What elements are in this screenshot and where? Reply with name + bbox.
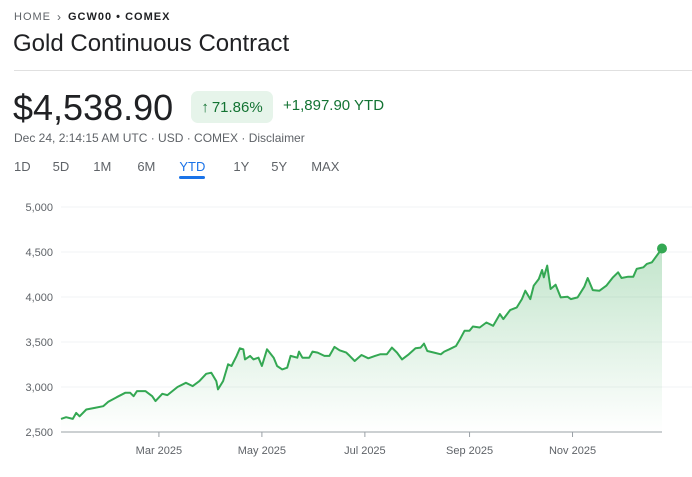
x-tick-label: Mar 2025 xyxy=(136,445,182,457)
x-tick-label: Sep 2025 xyxy=(446,445,493,457)
tab-1y[interactable]: 1Y xyxy=(233,159,250,174)
breadcrumb-symbol: GCW00 • COMEX xyxy=(68,11,171,23)
current-price: $4,538.90 xyxy=(13,87,174,128)
breadcrumb: HOME › GCW00 • COMEX xyxy=(14,10,170,24)
x-tick-label: Nov 2025 xyxy=(549,445,596,457)
chevron-right-icon: › xyxy=(57,10,62,24)
x-tick-label: May 2025 xyxy=(238,445,286,457)
y-tick-label: 4,000 xyxy=(25,292,53,304)
area-fill xyxy=(61,248,662,432)
tab-1m[interactable]: 1M xyxy=(93,159,112,174)
tab-5d[interactable]: 5D xyxy=(52,159,70,174)
tab-1d[interactable]: 1D xyxy=(14,159,31,174)
y-tick-label: 3,000 xyxy=(25,382,53,394)
range-tabs: 1D 5D 1M 6M YTD 1Y 5Y MAX xyxy=(14,159,363,179)
y-tick-label: 2,500 xyxy=(25,427,53,439)
price-line xyxy=(60,247,663,420)
arrow-up-icon: ↑ xyxy=(201,98,209,116)
tab-6m[interactable]: 6M xyxy=(137,159,156,174)
divider xyxy=(14,70,692,71)
absolute-change: +1,897.90 YTD xyxy=(283,97,385,114)
y-tick-label: 3,500 xyxy=(25,337,53,349)
page-title: Gold Continuous Contract xyxy=(13,30,290,57)
percent-change: 71.86% xyxy=(211,98,263,116)
tab-ytd[interactable]: YTD xyxy=(179,159,206,179)
tab-5y[interactable]: 5Y xyxy=(271,159,288,174)
y-tick-label: 5,000 xyxy=(25,202,53,214)
quote-subtitle: Dec 24, 2:14:15 AM UTC · USD · COMEX · D… xyxy=(14,131,305,145)
y-tick-label: 4,500 xyxy=(25,247,53,259)
last-price-marker xyxy=(657,243,667,254)
x-tick-label: Jul 2025 xyxy=(344,445,386,457)
percent-change-badge: ↑ 71.86% xyxy=(191,91,273,123)
tab-max[interactable]: MAX xyxy=(311,159,340,174)
price-chart: 5,000 4,500 4,000 3,500 3,000 2,500 Mar 2025 Ma… xyxy=(25,202,692,457)
breadcrumb-home[interactable]: HOME xyxy=(14,11,51,23)
